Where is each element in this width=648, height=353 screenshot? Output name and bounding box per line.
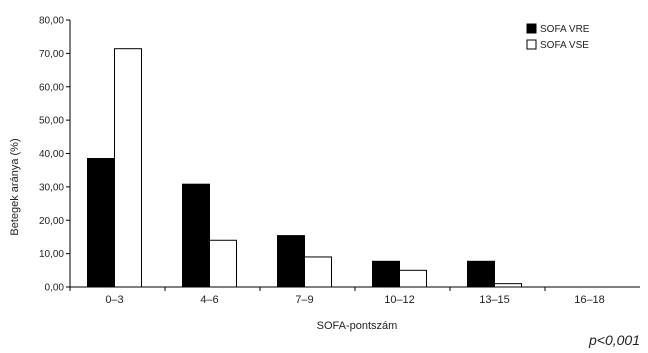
bar-sofa-vse-0 <box>114 48 142 288</box>
y-tick-label: 60,00 <box>39 82 64 93</box>
x-category-label: 0–3 <box>105 294 123 306</box>
x-category-label: 7–9 <box>295 294 313 306</box>
y-tick-label: 30,00 <box>39 182 64 193</box>
x-axis-title: SOFA-pontszám <box>317 320 398 332</box>
legend-swatch-sofa-vse <box>526 39 537 50</box>
y-ticks: 0,00 10,00 20,00 30,00 40,00 50,00 60,00 70,00 8… <box>39 16 70 294</box>
legend-swatch-sofa-vre <box>526 23 537 34</box>
y-tick-label: 40,00 <box>39 149 64 160</box>
axes <box>69 20 640 288</box>
y-tick-label: 80,00 <box>39 16 64 27</box>
bar-sofa-vre-0 <box>87 158 115 288</box>
x-category-label: 16–18 <box>574 294 605 306</box>
y-tick-label: 20,00 <box>39 216 64 227</box>
bar-sofa-vse-4 <box>494 283 522 288</box>
bar-sofa-vse-2 <box>304 256 332 288</box>
bar-sofa-vse-1 <box>209 239 237 288</box>
y-tick-label: 10,00 <box>39 249 64 260</box>
legend: SOFA VRE SOFA VSE <box>526 23 590 51</box>
bar-sofa-vse-3 <box>399 269 427 288</box>
bar-sofa-vre-3 <box>372 260 400 288</box>
bar-sofa-vre-2 <box>277 235 305 288</box>
y-tick-label: 50,00 <box>39 116 64 127</box>
y-axis-title: Betegek aránya (%) <box>9 138 21 235</box>
y-tick-label: 0,00 <box>45 283 65 294</box>
bar-sofa-vre-1 <box>182 183 210 288</box>
bar-sofa-vre-4 <box>467 260 495 288</box>
p-value-annotation: p<0,001 <box>588 332 640 348</box>
legend-label-sofa-vre: SOFA VRE <box>540 24 590 35</box>
x-category-labels: 0–3 4–6 7–9 10–12 13–15 16–18 <box>69 287 605 306</box>
x-category-label: 10–12 <box>384 294 415 306</box>
x-category-label: 4–6 <box>200 294 218 306</box>
legend-label-sofa-vse: SOFA VSE <box>540 40 589 51</box>
bars <box>87 48 522 288</box>
y-tick-label: 70,00 <box>39 49 64 60</box>
x-category-label: 13–15 <box>479 294 510 306</box>
